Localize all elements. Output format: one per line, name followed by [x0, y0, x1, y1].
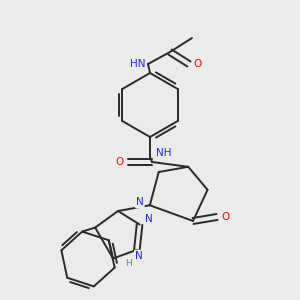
Text: HN: HN: [130, 59, 146, 69]
Text: O: O: [116, 157, 124, 167]
Text: N: N: [136, 197, 144, 207]
Text: O: O: [222, 212, 230, 222]
Text: NH: NH: [156, 148, 172, 158]
Text: O: O: [193, 59, 201, 69]
Text: H: H: [125, 259, 132, 268]
Text: N: N: [135, 251, 143, 261]
Text: N: N: [145, 214, 152, 224]
